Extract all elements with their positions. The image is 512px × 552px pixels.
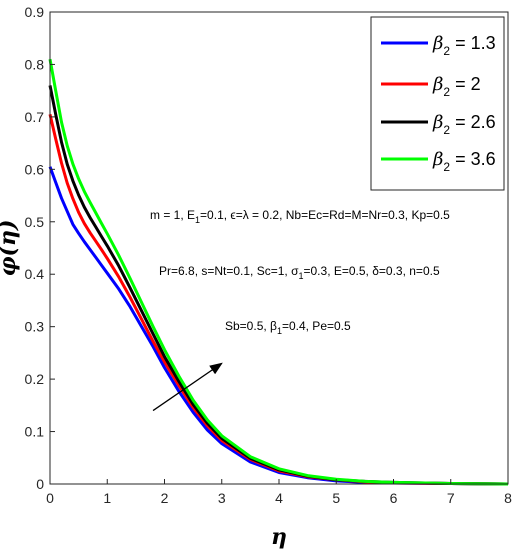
legend-item-4: β2 = 3.6 [381, 149, 496, 174]
annotation-line-2: Pr=6.8, s=Nt=0.1, Sc=1, σ1=0.3, E=0.5, δ… [159, 264, 440, 281]
x-tick-label: 1 [103, 490, 111, 506]
legend-box [370, 16, 505, 191]
y-tick-label: 0 [36, 476, 44, 492]
y-tick-label: 0.2 [25, 371, 45, 387]
x-axis: 0 1 2 3 4 5 6 7 8 [46, 479, 512, 506]
annotation-line-1: m = 1, E1=0.1, ϵ=λ = 0.2, Nb=Ec=Rd=M=Nr=… [150, 208, 450, 225]
y-axis-label: φ(η) [0, 220, 21, 277]
y-tick-label: 0.8 [25, 56, 45, 72]
x-tick-label: 6 [390, 490, 398, 506]
x-tick-label: 5 [332, 490, 340, 506]
series-line-4 [48, 58, 509, 486]
y-tick-label: 0.5 [25, 214, 45, 230]
x-tick-label: 7 [447, 490, 455, 506]
y-tick-label: 0.1 [25, 424, 45, 440]
x-axis-label: η [271, 524, 287, 550]
y-tick-label: 0.9 [25, 4, 45, 20]
legend-item-2: β2 = 2 [381, 74, 481, 99]
y-tick-label: 0.6 [25, 161, 45, 177]
x-tick-label: 0 [46, 490, 54, 506]
series-lines [48, 58, 509, 486]
x-tick-label: 2 [161, 490, 169, 506]
svg-text:β2 = 2.6: β2 = 2.6 [432, 112, 496, 137]
trend-arrow [152, 362, 223, 412]
svg-text:β2 = 3.6: β2 = 3.6 [432, 149, 496, 174]
y-tick-label: 0.7 [25, 109, 45, 125]
y-tick-label: 0.4 [25, 266, 45, 282]
svg-text:β2 = 2: β2 = 2 [432, 74, 481, 99]
x-tick-label: 4 [275, 490, 283, 506]
x-tick-label: 3 [218, 490, 226, 506]
svg-text:β2 = 1.3: β2 = 1.3 [432, 33, 496, 58]
legend-item-3: β2 = 2.6 [381, 112, 496, 137]
legend: β2 = 1.3 β2 = 2 β2 = 2.6 β2 = 3.6 [370, 16, 505, 191]
y-tick-label: 0.3 [25, 319, 45, 335]
annotation-line-3: Sb=0.5, β1=0.4, Pe=0.5 [225, 319, 351, 336]
legend-item-1: β2 = 1.3 [381, 33, 496, 58]
x-tick-label: 8 [504, 490, 512, 506]
y-axis: 0 0.1 0.2 0.3 0.4 0.5 0.6 0.7 0.8 0.9 [25, 4, 55, 492]
